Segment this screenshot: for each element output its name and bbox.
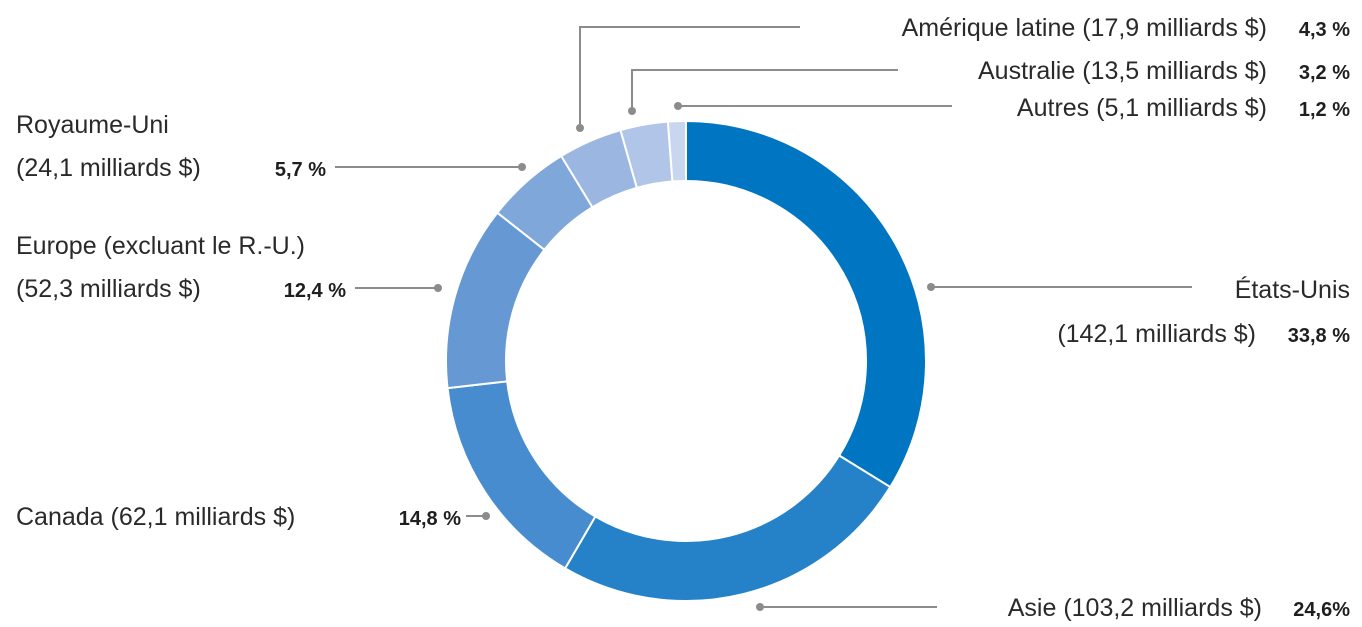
label-uk-amount: (24,1 milliards $) bbox=[16, 154, 201, 182]
leader-dot-europe bbox=[434, 284, 442, 292]
slice-labels: Amérique latine (17,9 milliards $) 4,3 %… bbox=[16, 14, 1350, 622]
pct-canada: 14,8 % bbox=[399, 508, 461, 530]
leader-dot-uk bbox=[518, 163, 526, 171]
pct-latam: 4,3 % bbox=[1299, 19, 1350, 41]
pct-europe: 12,4 % bbox=[284, 280, 346, 302]
slice-7 bbox=[666, 119, 687, 183]
leader-australia bbox=[631, 69, 898, 111]
label-uk-name: Royaume-Uni bbox=[16, 111, 169, 139]
slice-1 bbox=[563, 454, 892, 602]
slice-2 bbox=[446, 380, 597, 570]
label-asia: Asie (103,2 milliards $) bbox=[1008, 594, 1262, 622]
label-canada: Canada (62,1 milliards $) bbox=[16, 503, 295, 531]
label-latam: Amérique latine (17,9 milliards $) bbox=[902, 14, 1267, 42]
pct-asia: 24,6% bbox=[1293, 599, 1350, 621]
leader-dot-us bbox=[927, 283, 935, 291]
leader-dot-asia bbox=[756, 603, 764, 611]
label-australia: Australie (13,5 milliards $) bbox=[978, 57, 1267, 85]
donut-slices bbox=[445, 119, 927, 602]
pct-other: 1,2 % bbox=[1299, 99, 1350, 121]
label-europe-name: Europe (excluant le R.-U.) bbox=[16, 232, 305, 260]
pct-australia: 3,2 % bbox=[1299, 62, 1350, 84]
leader-dot-latam bbox=[576, 124, 584, 132]
slice-0 bbox=[685, 119, 927, 489]
leader-dot-other bbox=[674, 102, 682, 110]
leader-lines bbox=[335, 26, 1192, 611]
leader-dot-australia bbox=[628, 107, 636, 115]
label-us-name: États-Unis bbox=[1235, 275, 1350, 304]
leader-dot-canada bbox=[482, 512, 490, 520]
label-other: Autres (5,1 milliards $) bbox=[1017, 94, 1267, 122]
pct-uk: 5,7 % bbox=[275, 159, 326, 181]
leader-latam bbox=[579, 26, 800, 128]
label-us-amount: (142,1 milliards $) bbox=[1057, 320, 1256, 348]
label-europe-amount: (52,3 milliards $) bbox=[16, 275, 201, 303]
pct-us: 33,8 % bbox=[1288, 325, 1350, 347]
